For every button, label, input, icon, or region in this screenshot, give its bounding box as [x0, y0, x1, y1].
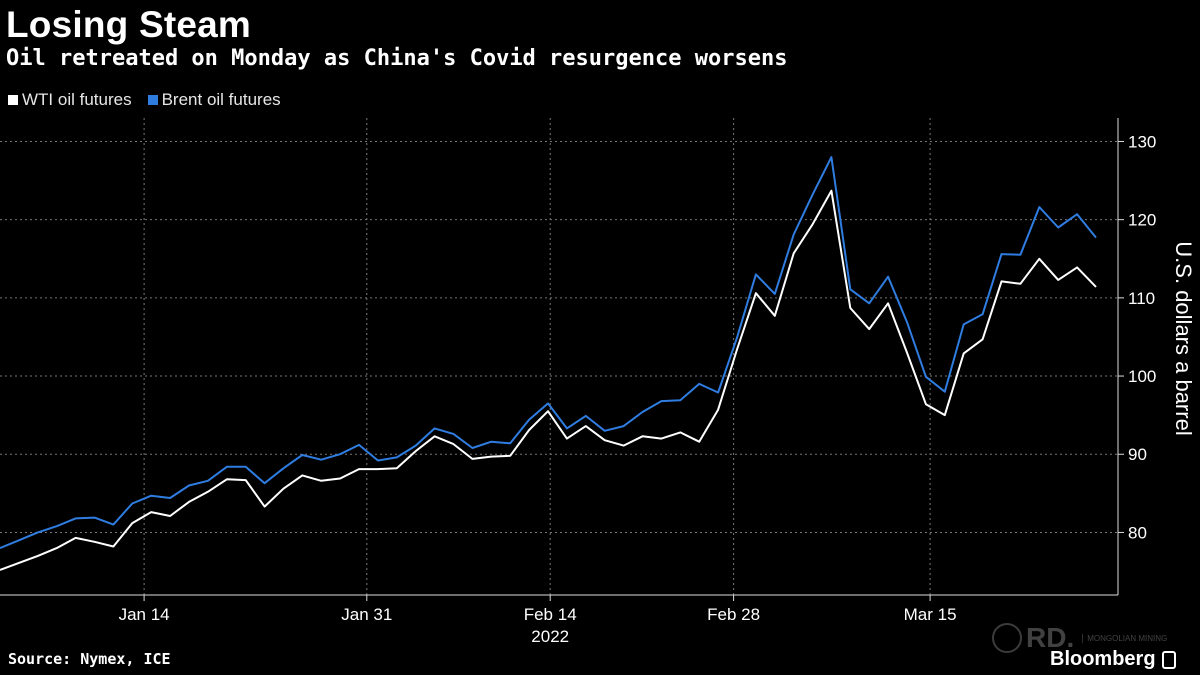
chart-title: Losing Steam	[6, 4, 251, 45]
series-line-brent	[0, 156, 1097, 550]
y-tick-label: 130	[1128, 132, 1156, 151]
legend-swatch-brent	[147, 95, 158, 105]
y-tick-label: 110	[1128, 289, 1155, 308]
y-tick-label: 120	[1128, 211, 1156, 230]
legend: WTI oil futures Brent oil futures	[8, 90, 281, 110]
legend-label-wti: WTI oil futures	[22, 90, 132, 109]
legend-label-brent: Brent oil futures	[161, 90, 281, 109]
x-year-label: 2022	[531, 627, 569, 646]
brand-name: Bloomberg	[1050, 648, 1156, 670]
x-tick-label: Jan 14	[119, 605, 170, 624]
legend-swatch-wti	[8, 95, 18, 105]
y-axis-label: U.S. dollars a barrel	[1171, 241, 1196, 435]
bloomberg-chart-icon	[1161, 650, 1176, 669]
x-tick-label: Feb 28	[707, 605, 760, 624]
watermark-logo-icon	[992, 623, 1022, 653]
brand-logo: Bloomberg	[1050, 648, 1176, 671]
y-tick-label: 100	[1128, 367, 1156, 386]
y-tick-label: 80	[1128, 523, 1147, 542]
watermark: RD. MONGOLIAN MINING	[992, 622, 1167, 654]
series-line-wti	[0, 189, 1097, 571]
legend-item-brent: Brent oil futures	[147, 90, 281, 110]
x-tick-label: Mar 15	[904, 605, 957, 624]
x-tick-label: Feb 14	[524, 605, 577, 624]
x-tick-label: Jan 31	[341, 605, 392, 624]
watermark-text: RD.	[1026, 622, 1075, 653]
legend-item-wti: WTI oil futures	[8, 90, 132, 110]
y-tick-label: 90	[1128, 445, 1147, 464]
watermark-subtext: MONGOLIAN MINING	[1082, 633, 1167, 643]
source-note: Source: Nymex, ICE	[8, 650, 171, 668]
chart-subtitle: Oil retreated on Monday as China's Covid…	[6, 46, 788, 71]
